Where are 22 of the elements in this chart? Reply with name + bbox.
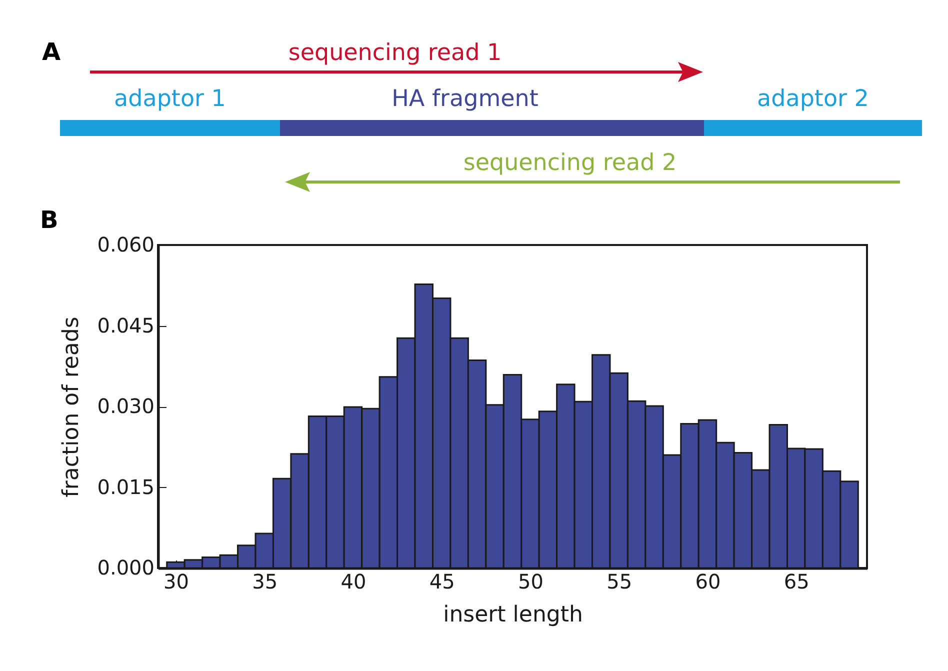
x-tick-label: 60 [695,570,721,594]
chart-title: B [40,206,58,234]
x-tick-label: 40 [340,570,366,594]
y-tick-label: 0.060 [97,232,154,256]
text: adaptor 1 [114,86,226,112]
x-tick-label: 45 [429,570,455,594]
x-axis-title: insert length [443,602,583,628]
y-tick-label: 0.015 [97,474,154,499]
y-axis-title: fraction of reads [59,316,84,498]
text: A [42,38,61,66]
text: adaptor 2 [757,86,869,112]
x-tick-label: 55 [606,570,632,594]
text: sequencing read 1 [288,40,502,66]
y-tick-label: 0.030 [97,394,154,418]
x-tick-label: 30 [164,570,189,594]
text: sequencing read 2 [463,150,677,176]
x-tick-label: 65 [784,570,810,594]
y-tick-label: 0.045 [97,313,154,338]
x-tick-label: 35 [252,570,278,594]
x-tick-label: 50 [518,570,544,594]
y-tick-label: 0.000 [97,556,154,580]
text: HA fragment [392,86,538,112]
